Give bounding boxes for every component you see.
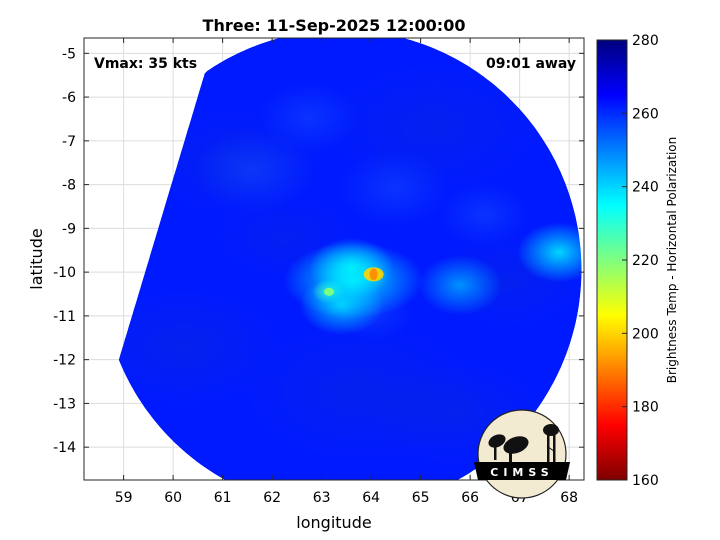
colorbar-tick-label: 180 (632, 400, 659, 416)
tb-feature (418, 255, 503, 316)
y-axis-ticks: -5 -6 -7 -8 -9 -10 -11 -12 -13 -14 (53, 46, 584, 456)
colorbar-ticks: 280 260 240 220 200 180 160 (622, 33, 659, 489)
convective-halo (283, 242, 424, 319)
x-tick-label: 65 (412, 490, 430, 506)
x-tick-label: 64 (362, 490, 380, 506)
logo-disc (477, 409, 567, 499)
texture-light (439, 183, 529, 247)
x-tick-label: 61 (214, 490, 232, 506)
x-tick-label: 60 (164, 490, 182, 506)
time-offset-annotation: 09:01 away (486, 56, 576, 72)
secondary-core (324, 287, 335, 296)
colorbar-label: Brightness Temp - Horizontal Polarizatio… (665, 137, 679, 384)
x-tick-label: 68 (560, 490, 578, 506)
y-tick-label: -9 (62, 221, 76, 237)
core-max (369, 268, 378, 281)
plot-frame (83, 37, 585, 481)
y-tick-label: -5 (62, 46, 76, 62)
x-tick-label: 63 (313, 490, 331, 506)
x-tick-label: 62 (263, 490, 281, 506)
logo-dish-small-icon (488, 434, 506, 448)
chart-title: Three: 11-Sep-2025 12:00:00 (203, 16, 466, 35)
microwave-swath (118, 38, 582, 480)
y-tick-label: -12 (53, 353, 76, 369)
texture-light (194, 128, 314, 213)
y-tick-label: -6 (62, 90, 76, 106)
y-tick-label: -8 (62, 178, 76, 194)
x-axis-label: longitude (296, 513, 371, 532)
y-tick-label: -7 (62, 134, 76, 150)
x-tick-label: 66 (461, 490, 479, 506)
colorbar-tick-label: 280 (632, 33, 659, 49)
logo-dish-large-icon (503, 436, 529, 454)
y-tick-label: -14 (53, 440, 76, 456)
logo-water-tower-icon (543, 424, 559, 436)
colorbar-tick-label: 160 (632, 473, 659, 489)
y-tick-label: -13 (53, 396, 76, 412)
colorbar-tick-label: 200 (632, 326, 659, 342)
y-axis-label: latitude (27, 228, 46, 289)
y-tick-label: -10 (53, 265, 76, 281)
swath-field (118, 38, 582, 480)
cimss-logo: CIMSS (474, 409, 570, 499)
texture-dark (118, 287, 284, 408)
colorbar-tick-label: 220 (632, 253, 659, 269)
y-tick-label: -11 (53, 309, 76, 325)
texture-light (259, 82, 359, 153)
logo-text: CIMSS (490, 466, 553, 479)
tb-feature (517, 222, 582, 283)
logo-banner (474, 462, 570, 480)
colorbar-tick-label: 240 (632, 180, 659, 196)
x-tick-label: 59 (115, 490, 133, 506)
colorbar-tick-label: 260 (632, 106, 659, 122)
texture-light (339, 149, 449, 227)
vmax-annotation: Vmax: 35 kts (94, 56, 197, 72)
